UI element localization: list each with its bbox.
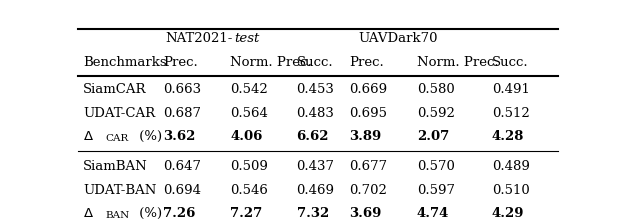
- Text: 6.62: 6.62: [296, 130, 329, 143]
- Text: 3.89: 3.89: [350, 130, 382, 143]
- Text: UDAT-CAR: UDAT-CAR: [83, 107, 156, 120]
- Text: BAN: BAN: [105, 211, 130, 220]
- Text: 0.510: 0.510: [492, 184, 529, 197]
- Text: 7.32: 7.32: [296, 207, 329, 220]
- Text: $\Delta$: $\Delta$: [83, 207, 94, 220]
- Text: 2.07: 2.07: [417, 130, 449, 143]
- Text: 4.28: 4.28: [492, 130, 524, 143]
- Text: 4.06: 4.06: [230, 130, 263, 143]
- Text: 0.663: 0.663: [163, 83, 201, 96]
- Text: 7.26: 7.26: [163, 207, 195, 220]
- Text: Succ.: Succ.: [296, 56, 333, 69]
- Text: UAVDark70: UAVDark70: [358, 32, 438, 45]
- Text: 0.491: 0.491: [492, 83, 529, 96]
- Text: (%): (%): [135, 207, 162, 220]
- Text: Norm. Prec.: Norm. Prec.: [230, 56, 312, 69]
- Text: 0.669: 0.669: [350, 83, 388, 96]
- Text: 7.27: 7.27: [230, 207, 262, 220]
- Text: 0.597: 0.597: [417, 184, 454, 197]
- Text: 0.512: 0.512: [492, 107, 529, 120]
- Text: 3.69: 3.69: [350, 207, 382, 220]
- Text: Benchmarks: Benchmarks: [83, 56, 167, 69]
- Text: Succ.: Succ.: [492, 56, 528, 69]
- Text: 0.453: 0.453: [296, 83, 334, 96]
- Text: (%): (%): [135, 130, 162, 143]
- Text: UDAT-BAN: UDAT-BAN: [83, 184, 157, 197]
- Text: Prec.: Prec.: [350, 56, 384, 69]
- Text: 0.509: 0.509: [230, 160, 268, 173]
- Text: 0.580: 0.580: [417, 83, 454, 96]
- Text: 0.677: 0.677: [350, 160, 388, 173]
- Text: 3.62: 3.62: [163, 130, 195, 143]
- Text: 0.695: 0.695: [350, 107, 388, 120]
- Text: 0.469: 0.469: [296, 184, 335, 197]
- Text: 0.592: 0.592: [417, 107, 454, 120]
- Text: NAT2021-: NAT2021-: [166, 32, 232, 45]
- Text: 0.483: 0.483: [296, 107, 334, 120]
- Text: CAR: CAR: [105, 134, 128, 143]
- Text: 0.694: 0.694: [163, 184, 201, 197]
- Text: SiamBAN: SiamBAN: [83, 160, 148, 173]
- Text: test: test: [234, 32, 260, 45]
- Text: 0.542: 0.542: [230, 83, 268, 96]
- Text: Prec.: Prec.: [163, 56, 198, 69]
- Text: 4.29: 4.29: [492, 207, 524, 220]
- Text: 0.489: 0.489: [492, 160, 529, 173]
- Text: SiamCAR: SiamCAR: [83, 83, 147, 96]
- Text: 0.702: 0.702: [350, 184, 388, 197]
- Text: 0.687: 0.687: [163, 107, 201, 120]
- Text: 0.546: 0.546: [230, 184, 268, 197]
- Text: 4.74: 4.74: [417, 207, 449, 220]
- Text: 0.437: 0.437: [296, 160, 335, 173]
- Text: $\Delta$: $\Delta$: [83, 130, 94, 143]
- Text: 0.647: 0.647: [163, 160, 201, 173]
- Text: 0.564: 0.564: [230, 107, 268, 120]
- Text: Norm. Prec.: Norm. Prec.: [417, 56, 498, 69]
- Text: 0.570: 0.570: [417, 160, 454, 173]
